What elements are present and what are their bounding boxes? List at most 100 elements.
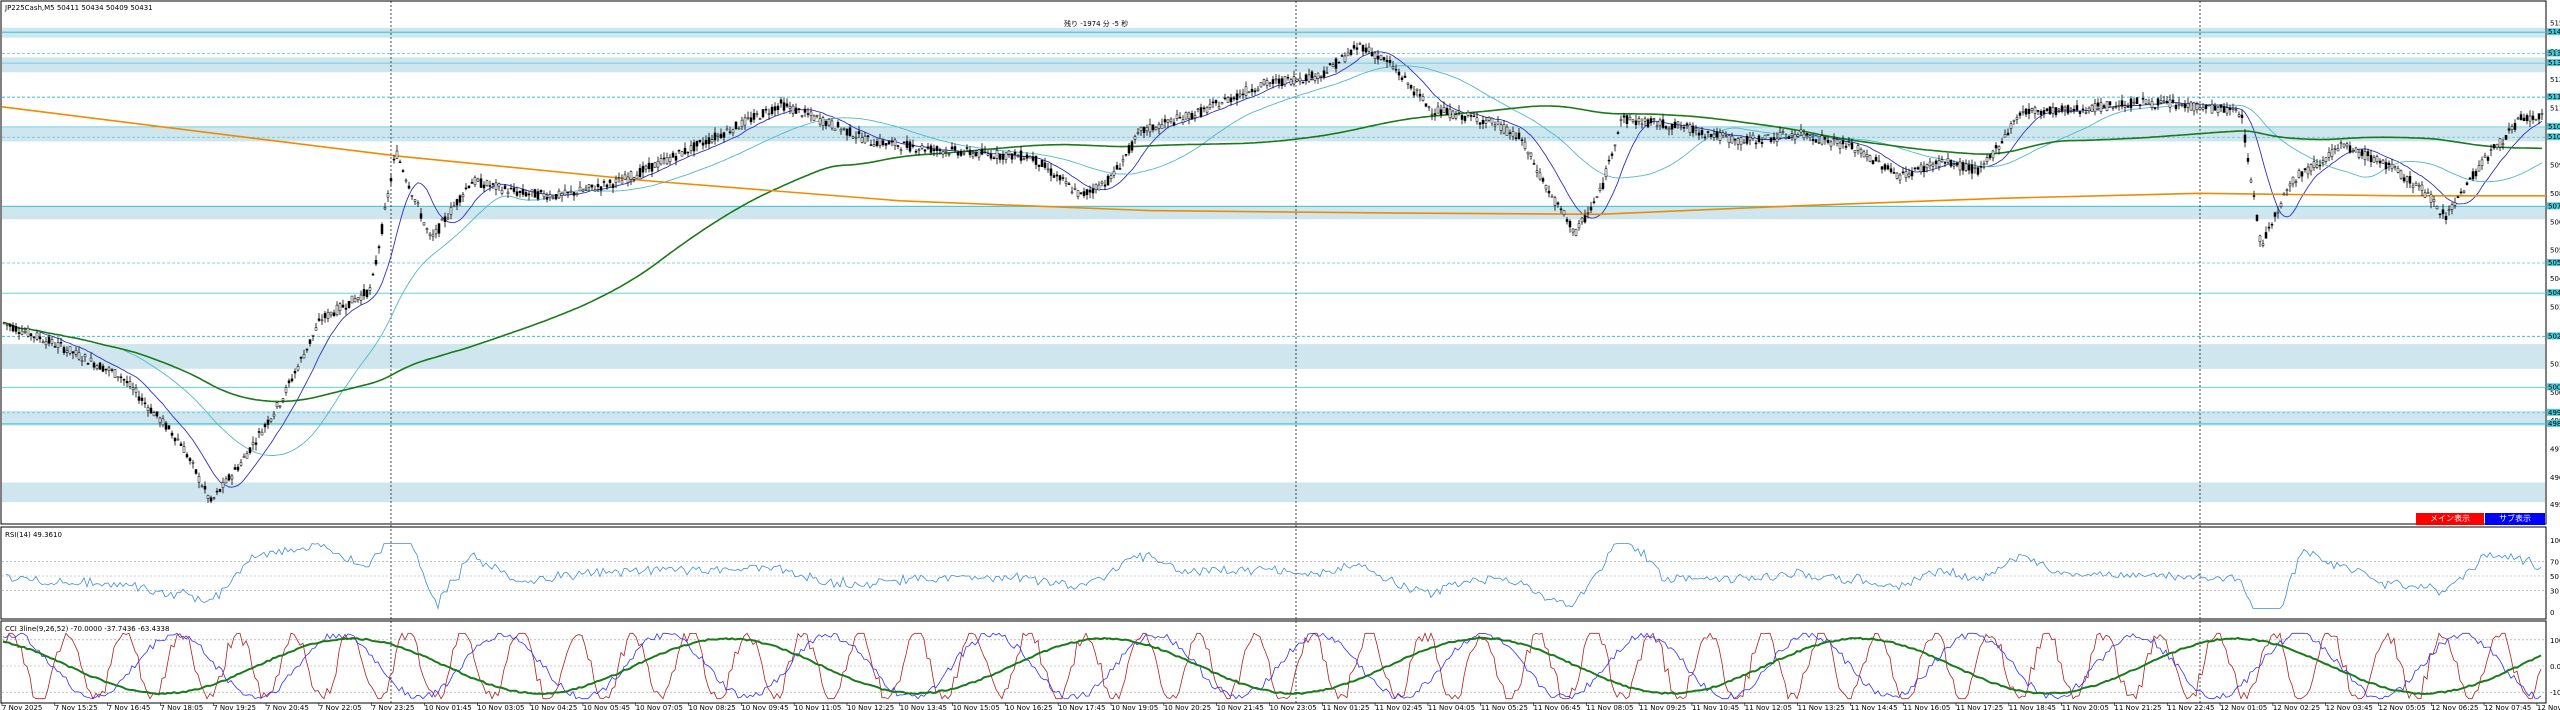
candle-body: [1013, 151, 1017, 155]
candle-body: [491, 183, 495, 185]
price-zones: [2, 27, 2545, 503]
candle-body: [1265, 80, 1269, 86]
candle-body: [1145, 127, 1149, 132]
candle-body: [596, 184, 600, 187]
rsi-label: RSI(14) 49.3610: [5, 531, 62, 539]
candle-body: [1598, 187, 1602, 191]
candle-body: [2084, 112, 2088, 114]
candle-body: [2525, 115, 2529, 121]
candle-body: [656, 160, 660, 168]
cci-slow-line: [2, 636, 2542, 696]
cci-panel[interactable]: [0, 620, 2547, 704]
candle-body: [752, 113, 756, 120]
candle-body: [1424, 103, 1428, 107]
candle-body: [1322, 70, 1326, 78]
candle-body: [1406, 82, 1410, 85]
price-level-tag-label: 51462: [2548, 28, 2560, 36]
candle-body: [1859, 149, 1863, 154]
candle-body: [401, 170, 405, 172]
price-axis-label: 51502: [2550, 19, 2560, 27]
candle-body: [635, 174, 639, 179]
candle-body: [1346, 52, 1350, 57]
candle-body: [1496, 120, 1500, 125]
candle-body: [1514, 137, 1518, 140]
candle-body: [1343, 55, 1347, 63]
time-axis-label: 11 Nov 12:05: [1745, 704, 1792, 710]
candle-body: [2348, 145, 2352, 153]
ma-orange-line: [1, 106, 2546, 216]
candle-body: [728, 131, 732, 134]
candle-body: [1787, 136, 1791, 139]
candle-body: [1820, 135, 1824, 145]
candle-body: [101, 365, 105, 372]
candle-body: [683, 147, 687, 155]
rsi-panel[interactable]: [0, 526, 2547, 620]
candle-body: [1445, 108, 1449, 115]
candle-body: [713, 132, 717, 141]
candle-body: [989, 153, 993, 159]
candle-body: [1508, 132, 1512, 134]
candle-body: [203, 485, 207, 490]
candle-body: [215, 490, 219, 493]
main-display-button[interactable]: メイン表示: [2416, 513, 2484, 525]
candle-body: [335, 304, 339, 316]
candle-body: [2234, 109, 2238, 111]
time-axis-label: 11 Nov 18:45: [2009, 704, 2056, 710]
candle-body: [932, 149, 936, 151]
time-axis-label: 7 Nov 20:45: [266, 704, 309, 710]
candle-body: [110, 369, 114, 371]
candle-body: [320, 319, 324, 322]
candlesticks[interactable]: [2, 41, 2544, 504]
candle-body: [275, 402, 279, 408]
candle-body: [1886, 165, 1890, 170]
candle-body: [26, 327, 30, 337]
candle-body: [485, 180, 489, 186]
candle-body: [2213, 105, 2217, 111]
candle-body: [245, 453, 249, 459]
time-axis-label: 11 Nov 20:05: [2062, 704, 2109, 710]
candle-body: [2231, 108, 2235, 110]
candle-body: [305, 348, 309, 351]
candle-body: [1052, 175, 1056, 178]
rsi-grid: [2, 561, 2546, 591]
price-axis: 5150251387512725115751042509275081250697…: [2547, 19, 2560, 509]
candle-body: [1826, 139, 1830, 143]
candle-body: [1685, 123, 1689, 125]
candle-body: [368, 287, 372, 291]
rsi-axis: 100 70 50 30 0: [2550, 537, 2560, 617]
candle-body: [1901, 171, 1905, 174]
candle-body: [2432, 199, 2436, 202]
candle-body: [1976, 167, 1980, 175]
candle-body: [1493, 124, 1497, 127]
candle-body: [1160, 124, 1164, 129]
candle-body: [2327, 152, 2331, 158]
candle-body: [1667, 128, 1671, 131]
candle-body: [1109, 175, 1113, 179]
candle-body: [2078, 111, 2082, 114]
candle-body: [1607, 159, 1611, 162]
candle-body: [962, 152, 966, 155]
main-panel[interactable]: [0, 0, 2547, 525]
candle-body: [1325, 72, 1329, 74]
candle-body: [992, 157, 996, 160]
candle-body: [1712, 133, 1716, 138]
candle-body: [2315, 164, 2319, 168]
candle-body: [32, 336, 36, 339]
time-axis-label: 7 Nov 2025: [2, 704, 42, 710]
price-level-tag: [2547, 419, 2560, 427]
candle-body: [1526, 151, 1530, 155]
candle-body: [440, 218, 444, 221]
candle-body: [2189, 101, 2193, 111]
candle-body: [1853, 150, 1857, 153]
candle-body: [1817, 141, 1821, 144]
candle-body: [1904, 171, 1908, 178]
candle-body: [806, 113, 810, 115]
sub-display-button[interactable]: サブ表示: [2485, 513, 2545, 525]
candle-body: [590, 184, 594, 188]
candle-body: [1028, 156, 1032, 159]
candle-body: [1037, 164, 1041, 167]
candle-body: [452, 205, 456, 208]
candle-body: [2003, 134, 2007, 138]
candle-body: [1595, 196, 1599, 198]
